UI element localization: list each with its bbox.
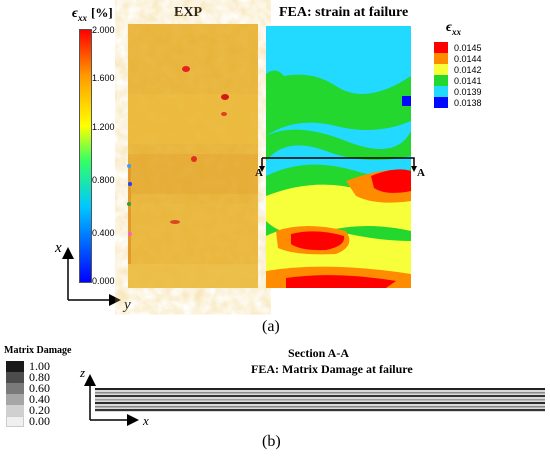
matrix-damage-legend: 1.00 0.80 0.60 0.40 0.20 0.00 bbox=[6, 359, 50, 428]
matrix-damage-section bbox=[95, 388, 545, 412]
legend-right-label: ϵxx bbox=[446, 20, 462, 37]
axis-label-x-b: x bbox=[143, 413, 149, 428]
exp-title: EXP bbox=[174, 5, 202, 20]
legend-item: 0.0141 bbox=[434, 75, 482, 86]
legend-item: 0.60 bbox=[6, 381, 50, 395]
section-mark-right: A bbox=[417, 167, 425, 179]
legend-value: 0.40 bbox=[29, 392, 50, 406]
legend-value: 0.0141 bbox=[454, 75, 482, 86]
fea-title: FEA: strain at failure bbox=[279, 5, 409, 20]
legend-value: 0.0138 bbox=[454, 97, 482, 108]
legend-value: 0.0144 bbox=[454, 53, 482, 64]
caption-a: (a) bbox=[262, 318, 280, 335]
legend-item: 0.20 bbox=[6, 403, 50, 417]
legend-value: 0.20 bbox=[29, 403, 50, 417]
legend-item: 0.00 bbox=[6, 414, 50, 428]
fea-strain-map bbox=[259, 26, 417, 288]
caption-b: (b) bbox=[262, 433, 281, 450]
section-title: Section A-A bbox=[288, 346, 349, 360]
legend-value: 0.80 bbox=[29, 370, 50, 384]
exp-strain-map bbox=[127, 24, 258, 288]
matrix-damage-legend-title: Matrix Damage bbox=[4, 345, 72, 356]
legend-value: 0.00 bbox=[29, 414, 50, 428]
axis-label-y: y bbox=[124, 297, 131, 313]
colorbar-tick: 0.800 bbox=[92, 175, 115, 185]
legend-item: 0.0142 bbox=[434, 64, 482, 75]
colorbar-tick: 0.000 bbox=[92, 276, 115, 286]
legend-value: 1.00 bbox=[29, 359, 50, 373]
legend-item: 0.0145 bbox=[434, 42, 482, 53]
legend-right: 0.0145 0.0144 0.0142 0.0141 0.0139 0.013… bbox=[434, 42, 482, 108]
legend-item: 0.0139 bbox=[434, 86, 482, 97]
legend-item: 0.0138 bbox=[434, 97, 482, 108]
colorbar-tick: 2.000 bbox=[92, 25, 115, 35]
legend-item: 0.0144 bbox=[434, 53, 482, 64]
colorbar-unit: [%] bbox=[91, 5, 113, 20]
legend-value: 0.0142 bbox=[454, 64, 482, 75]
legend-value: 0.60 bbox=[29, 381, 50, 395]
legend-item: 1.00 bbox=[6, 359, 50, 373]
colorbar-label: ϵxx [%] bbox=[72, 5, 113, 23]
section-mark-left: A bbox=[255, 167, 263, 179]
colorbar-left bbox=[79, 29, 92, 283]
colorbar-tick: 1.200 bbox=[92, 122, 115, 132]
legend-value: 0.0145 bbox=[454, 42, 482, 53]
legend-value: 0.0139 bbox=[454, 86, 482, 97]
colorbar-tick: 0.400 bbox=[92, 228, 115, 238]
axis-label-z: z bbox=[80, 365, 86, 380]
legend-item: 0.80 bbox=[6, 370, 50, 384]
colorbar-tick: 1.600 bbox=[92, 73, 115, 83]
damage-subtitle: FEA: Matrix Damage at failure bbox=[251, 362, 413, 376]
axis-label-x: x bbox=[55, 240, 62, 256]
legend-item: 0.40 bbox=[6, 392, 50, 406]
